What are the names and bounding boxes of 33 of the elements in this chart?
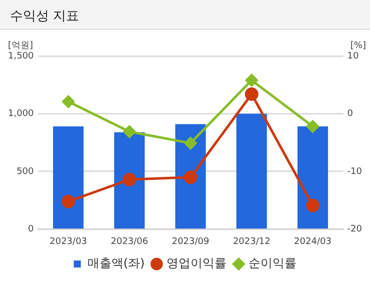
legend-label: 매출액(좌) <box>87 256 145 270</box>
y-tick-label: 500 <box>16 166 34 177</box>
y-axis-title: [억원] <box>8 40 34 51</box>
point <box>62 95 75 108</box>
point <box>306 120 319 133</box>
point <box>62 194 76 208</box>
y-tick-label: 0 <box>28 224 34 235</box>
y-tick-label: 1,000 <box>8 109 34 120</box>
legend-label: 순이익률 <box>248 256 297 270</box>
y-tick-label: 1,500 <box>8 51 34 62</box>
x-tick-label: 2024/03 <box>294 236 332 247</box>
y2-tick-label: 10 <box>347 51 360 62</box>
y2-tick-label: 0 <box>347 109 354 120</box>
bar <box>114 132 145 228</box>
bar <box>297 126 328 228</box>
point <box>244 87 258 101</box>
bar <box>236 114 267 228</box>
chart-title: 수익성 지표 <box>0 0 370 30</box>
point <box>184 170 198 184</box>
point <box>184 136 197 150</box>
y2-axis-title: [%] <box>350 40 366 51</box>
point <box>122 172 136 186</box>
x-tick-label: 2023/06 <box>110 236 148 247</box>
y2-tick-label: -20 <box>347 224 362 235</box>
point <box>245 74 258 86</box>
point <box>306 198 320 212</box>
point <box>123 125 136 138</box>
x-tick-label: 2023/09 <box>172 236 210 247</box>
legend-label: 영업이익률 <box>166 256 227 270</box>
bar <box>53 126 84 228</box>
y2-tick-label: -10 <box>347 166 362 177</box>
x-tick-label: 2023/03 <box>50 236 88 247</box>
x-tick-label: 2023/12 <box>232 236 270 247</box>
